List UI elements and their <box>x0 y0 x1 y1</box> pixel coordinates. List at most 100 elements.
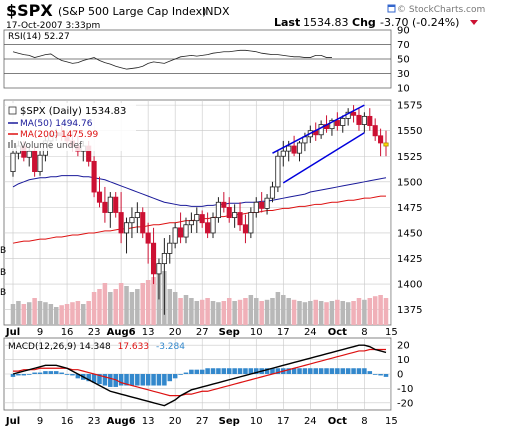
macd-histogram-bar <box>248 368 254 374</box>
x-tick-label: Sep <box>219 416 240 427</box>
volume-bar <box>43 302 48 325</box>
price-y-tick: 1375 <box>397 305 422 316</box>
macd-histogram-bar <box>135 374 140 386</box>
volume-legend-icon <box>8 140 16 148</box>
macd-histogram-bar <box>178 374 183 375</box>
macd-histogram-bar <box>194 369 200 374</box>
volume-bar <box>113 289 118 325</box>
volume-bar <box>286 298 291 325</box>
volume-legend: Volume undef <box>20 141 83 151</box>
candle <box>172 222 178 249</box>
x-tick-label: 9 <box>37 327 43 338</box>
volume-bar <box>318 301 324 325</box>
x-tick-label: 27 <box>196 416 209 427</box>
last-label: Last <box>274 16 300 29</box>
candle <box>383 130 389 157</box>
candle <box>242 214 249 244</box>
macd-histogram-bar <box>172 374 178 379</box>
macd-histogram-bar <box>183 372 189 374</box>
macd-histogram-bar <box>383 374 389 377</box>
volume-bar <box>86 301 91 325</box>
last-value: 1534.83 <box>303 16 349 29</box>
candle <box>199 210 205 228</box>
volume-bar <box>237 299 243 325</box>
rsi-panel: 90 70 50 30 10 RSI(14) 52.27 <box>3 26 410 95</box>
volume-bar <box>281 295 286 325</box>
macd-histogram-bar <box>270 368 275 374</box>
volume-bar <box>297 301 302 325</box>
volume-bar <box>64 304 70 325</box>
macd-histogram-bar <box>199 369 205 374</box>
candle <box>264 194 270 215</box>
volume-bar <box>194 301 200 325</box>
macd-signal-legend: 17.633 <box>118 342 150 352</box>
x-tick-label: 16 <box>61 416 74 427</box>
x-tick-label: 8 <box>361 416 367 427</box>
rsi-y-tick: 50 <box>397 55 410 66</box>
macd-histogram-bar <box>324 368 329 374</box>
x-tick-label: 9 <box>37 416 43 427</box>
candle <box>32 146 38 177</box>
x-tick-label: 17 <box>277 327 290 338</box>
volume-bar <box>21 304 27 325</box>
volume-bar <box>345 302 351 325</box>
x-tick-label: 23 <box>88 416 101 427</box>
candle <box>194 207 200 233</box>
macd-histogram-bar <box>356 368 362 374</box>
candle <box>107 192 113 228</box>
volume-bar <box>308 301 313 325</box>
macd-histogram-bar <box>145 374 151 386</box>
volume-bar <box>351 301 356 325</box>
macd-histogram-bar <box>291 368 297 374</box>
volume-bar <box>302 302 308 325</box>
candle <box>356 108 362 131</box>
macd-histogram-bar <box>367 371 373 374</box>
volume-bar <box>210 301 216 325</box>
macd-histogram-bar <box>167 374 173 382</box>
volume-bar <box>264 299 270 325</box>
candle <box>280 140 286 167</box>
volume-bar <box>32 298 37 325</box>
candle <box>248 207 254 239</box>
candle <box>183 217 189 244</box>
x-tick-label: Aug6 <box>107 416 136 427</box>
candle <box>156 258 162 300</box>
rsi-y-tick: 10 <box>397 84 410 95</box>
volume-bar <box>151 277 156 325</box>
macd-panel: 20 10 0 -10 -20 MACD(12,26,9) 14.348 17.633 … <box>3 337 413 411</box>
volume-bar <box>324 302 329 325</box>
candle <box>113 192 119 218</box>
macd-histogram-bar <box>26 374 32 375</box>
watermark: © StockCharts.com <box>397 5 485 15</box>
volume-bar <box>372 296 378 325</box>
candle <box>10 149 16 177</box>
volume-axis-label: B <box>0 288 6 298</box>
trend-channel-lower <box>282 132 365 184</box>
volume-bar <box>59 305 64 325</box>
volume-bar <box>232 301 237 325</box>
candle <box>275 151 281 193</box>
macd-histogram-bar <box>140 374 146 386</box>
x-tick-label: 24 <box>304 416 317 427</box>
x-tick-label: Aug6 <box>107 327 136 338</box>
volume-bar <box>53 307 59 325</box>
x-tick-label: 10 <box>250 416 263 427</box>
window-icon <box>387 4 396 13</box>
candle <box>340 115 346 133</box>
macd-histogram-bar <box>156 374 162 386</box>
candle <box>367 108 373 131</box>
volume-bar <box>91 292 97 325</box>
macd-histogram-bar <box>318 368 324 374</box>
macd-histogram-bar <box>53 371 59 374</box>
volume-bar <box>275 292 281 325</box>
macd-legend: MACD(12,26,9) 14.348 17.633 -3.284 <box>8 342 185 352</box>
price-y-tick: 1500 <box>397 177 422 188</box>
price-y-tick: 1550 <box>397 126 422 137</box>
macd-histogram-bar <box>345 368 351 374</box>
candle <box>378 128 384 157</box>
price-legend: $SPX (Daily) 1534.83 MA(50) 1494.76 MA(2… <box>6 103 136 151</box>
macd-histogram-bar <box>308 368 313 374</box>
x-tick-label: 27 <box>196 327 209 338</box>
volume-bar <box>329 301 335 325</box>
